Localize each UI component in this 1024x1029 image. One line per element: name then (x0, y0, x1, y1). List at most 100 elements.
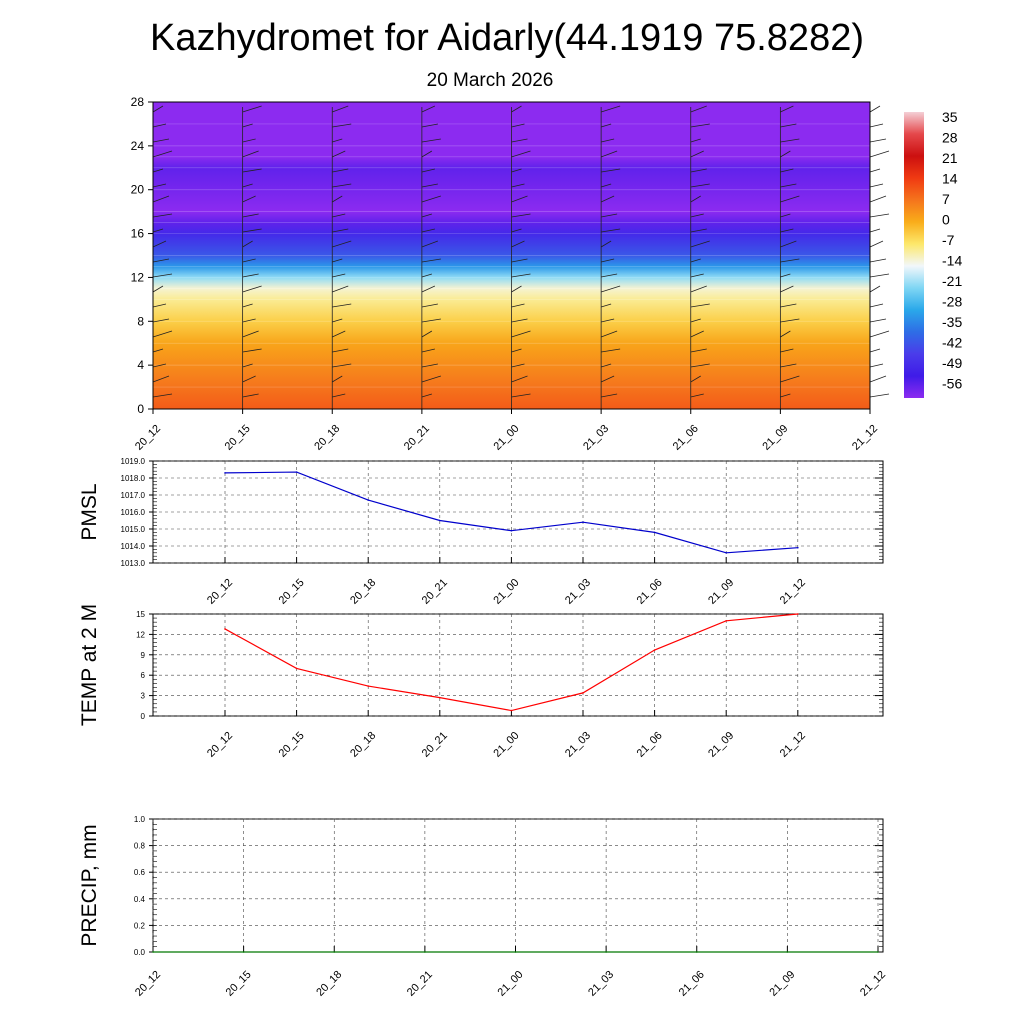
wind-barb (601, 123, 612, 128)
data-point (242, 951, 245, 953)
data-point (605, 951, 607, 953)
wind-barb (242, 375, 256, 383)
wind-barb (152, 303, 167, 308)
wind-barb (332, 330, 346, 338)
data-point (797, 613, 799, 615)
wind-barb (601, 393, 618, 398)
x-tick-label: 20_21 (402, 423, 432, 453)
data-point (582, 521, 584, 523)
wind-barb (780, 393, 791, 398)
y-tick-label: 1016.0 (121, 508, 146, 517)
data-point (653, 531, 656, 534)
wind-barb (421, 213, 432, 218)
wind-barb (690, 258, 701, 263)
wind-barb (690, 375, 701, 383)
y-tick-label: 6 (141, 671, 146, 680)
y-tick-label: 0.6 (134, 868, 146, 877)
wind-barb (869, 105, 881, 113)
wind-barb (780, 348, 794, 353)
x-tick-label: 20_21 (405, 969, 435, 999)
x-tick-label: 21_00 (496, 969, 526, 999)
wind-barb (780, 303, 797, 308)
colorbar-label: 0 (942, 212, 950, 228)
wind-barb (332, 183, 352, 188)
wind-barb (690, 183, 710, 188)
wind-barb (869, 228, 881, 233)
wind-barb (601, 183, 612, 188)
wind-barb (780, 105, 794, 113)
chart-title: Kazhydromet for Aidarly(44.1919 75.8282) (150, 17, 864, 59)
x-tick-label: 20_15 (277, 730, 307, 760)
wind-barb (869, 273, 890, 278)
wind-barb (242, 168, 262, 173)
wind-barb (690, 213, 704, 218)
wind-barb (152, 150, 173, 158)
wind-barb (421, 363, 438, 368)
wind-barb (869, 330, 890, 338)
wind-barb (601, 363, 612, 368)
wind-barb (152, 375, 170, 383)
y-tick-label: 0.8 (134, 842, 146, 851)
wind-barb (869, 258, 887, 263)
wind-barb (869, 285, 881, 293)
wind-barb (242, 138, 256, 143)
wind-barb (421, 318, 441, 323)
x-tick-label: 21_09 (706, 577, 736, 607)
wind-barb (332, 195, 343, 203)
wind-barb (869, 375, 887, 383)
wind-barb (869, 138, 887, 143)
wind-barb (780, 273, 791, 278)
x-tick-label: 20_12 (205, 730, 235, 760)
wind-barb (511, 363, 525, 368)
wind-barb (242, 240, 253, 248)
y-tick-label: 9 (141, 651, 146, 660)
wind-barb (511, 228, 522, 233)
y-tick-label: 0 (141, 712, 146, 721)
wind-barb (242, 285, 262, 293)
data-point (695, 951, 698, 953)
data-point (786, 951, 789, 953)
x-tick-label: 21_03 (563, 730, 593, 760)
wind-barb (332, 363, 352, 368)
wind-barb (690, 393, 704, 398)
wind-barb (152, 105, 164, 113)
wind-barb (601, 228, 621, 233)
y-tick-label: 16 (131, 227, 145, 241)
wind-barb (511, 303, 525, 308)
x-tick-label: 21_03 (586, 969, 616, 999)
colorbar-label: 21 (942, 150, 958, 166)
colorbar-label: -49 (942, 355, 962, 371)
wind-barb (690, 138, 701, 143)
wind-barb (421, 105, 436, 113)
wind-barb (869, 240, 884, 248)
y-tick-label: 0.2 (134, 921, 146, 930)
x-tick-label: 21_09 (767, 969, 797, 999)
wind-barb (690, 123, 710, 128)
y-tick-label: 28 (131, 95, 145, 109)
x-tick-label: 21_09 (706, 730, 736, 760)
wind-barb (690, 330, 704, 338)
wind-barb (690, 273, 704, 278)
panel-frame (152, 613, 884, 717)
data-point (367, 685, 370, 687)
x-tick-label: 20_21 (420, 577, 450, 607)
y-tick-label: 20 (131, 183, 145, 197)
x-tick-label: 21_06 (635, 730, 665, 760)
y-tick-label: 1017.0 (121, 491, 146, 500)
wind-barb (152, 363, 167, 368)
wind-barb (242, 213, 259, 218)
wind-barb (421, 228, 435, 233)
wind-barb (332, 138, 343, 143)
wind-barb (780, 123, 797, 128)
wind-barb (600, 375, 615, 383)
y-tick-label: 4 (137, 358, 144, 372)
x-tick-label: 20_15 (223, 423, 253, 453)
wind-barb (421, 240, 439, 248)
wind-barb (690, 318, 701, 323)
x-tick-label: 21_09 (760, 423, 790, 453)
wind-barb (421, 150, 433, 158)
wind-barb (690, 363, 710, 368)
x-tick-label: 20_12 (133, 969, 163, 999)
wind-barb (332, 105, 349, 113)
x-tick-label: 21_06 (671, 423, 701, 453)
